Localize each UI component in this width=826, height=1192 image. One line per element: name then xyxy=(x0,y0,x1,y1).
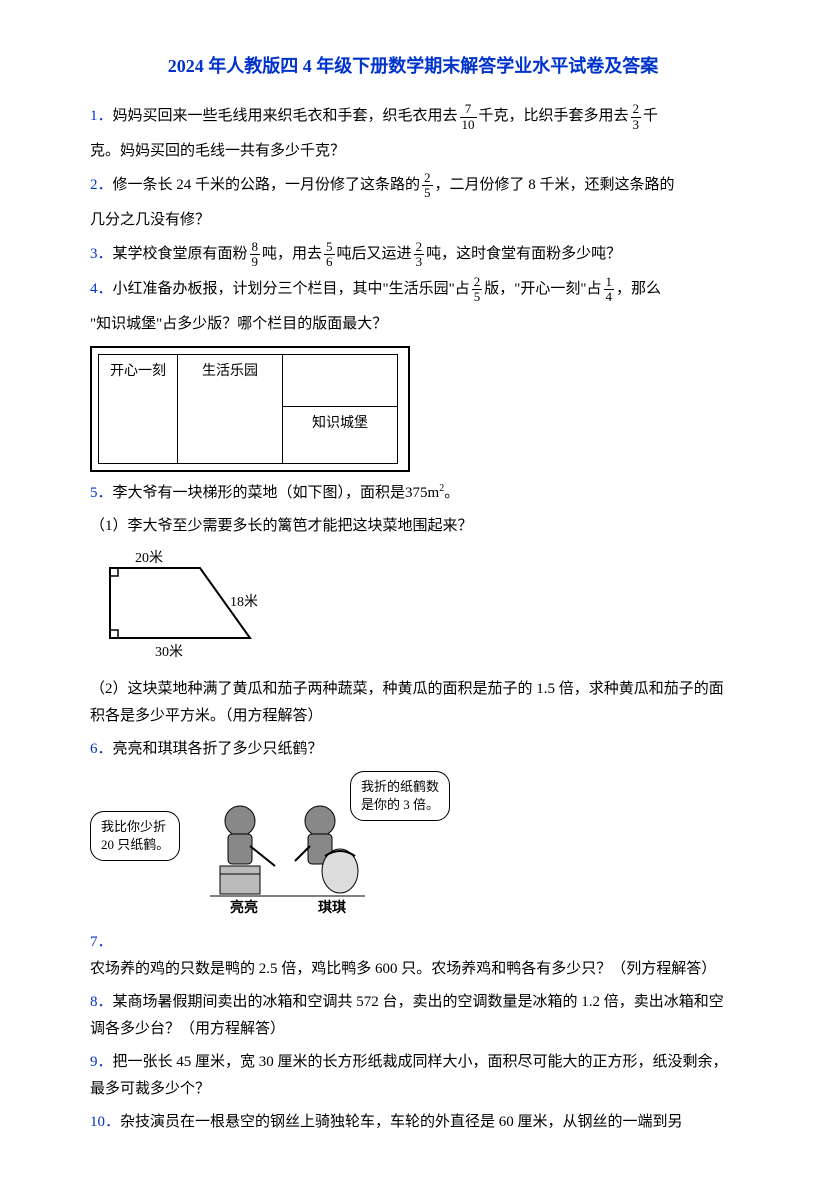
q3-text-b: 吨，用去 xyxy=(262,246,322,262)
box-kaixin: 开心一刻 xyxy=(98,354,178,464)
q3-text-d: 吨，这时食堂有面粉多少吨？ xyxy=(426,246,621,262)
question-8: 8．某商场暑假期间卖出的冰箱和空调共 572 台，卖出的空调数量是冰箱的 1.2… xyxy=(90,989,736,1043)
q6-num: 6． xyxy=(90,741,113,757)
q6-text-a: 亮亮和琪琪各折了多少只纸鹤？ xyxy=(113,741,323,757)
svg-text:18米: 18米 xyxy=(230,594,258,610)
question-5-sub1: （1）李大爷至少需要多长的篱笆才能把这块菜地围起来？ xyxy=(90,513,736,540)
q4-text-c: ，那么 xyxy=(616,281,661,297)
q3-frac3: 23 xyxy=(414,240,425,270)
q1-text-b: 千克，比织手套多用去 xyxy=(479,109,629,125)
q2-frac1: 25 xyxy=(422,171,433,201)
question-4b: "知识城堡"占多少版？哪个栏目的版面最大？ xyxy=(90,311,736,338)
name-qiqi: 琪琪 xyxy=(318,901,346,916)
q10-text: 杂技演员在一根悬空的钢丝上骑独轮车，车轮的外直径是 60 厘米，从钢丝的一端到另 xyxy=(120,1114,683,1130)
q1-frac1: 710 xyxy=(460,102,477,132)
box-zhishi: 知识城堡 xyxy=(283,406,398,464)
question-6: 6．亮亮和琪琪各折了多少只纸鹤？ xyxy=(90,736,736,763)
question-3: 3．某学校食堂原有面粉89吨，用去56吨后又运进23吨，这时食堂有面粉多少吨？ xyxy=(90,240,736,270)
question-1b: 克。妈妈买回的毛线一共有多少千克？ xyxy=(90,138,736,165)
q10-num: 10． xyxy=(90,1114,120,1130)
q5-text-a: 李大爷有一块梯形的菜地（如下图），面积是 xyxy=(113,485,406,501)
q7-text: 农场养的鸡的只数是鸭的 2.5 倍，鸡比鸭多 600 只。农场养鸡和鸭各有多少只… xyxy=(90,961,716,977)
box-shenghuo: 生活乐园 xyxy=(178,354,283,464)
q4-num: 4． xyxy=(90,281,113,297)
q1-num: 1． xyxy=(90,109,113,125)
q7-num: 7． xyxy=(90,934,113,950)
q4-frac2: 14 xyxy=(604,275,615,305)
speech-bubble-left: 我比你少折20 只纸鹤。 xyxy=(90,811,180,861)
question-4: 4．小红准备办板报，计划分三个栏目，其中"生活乐园"占25版，"开心一刻"占14… xyxy=(90,275,736,305)
q3-text-c: 吨后又运进 xyxy=(337,246,412,262)
q1-text-c: 千 xyxy=(643,109,658,125)
kids-names: 亮亮 琪琪 xyxy=(230,896,346,921)
q3-text-a: 某学校食堂原有面粉 xyxy=(113,246,248,262)
question-1: 1．妈妈买回来一些毛线用来织毛衣和手套，织毛衣用去710千克，比织手套多用去23… xyxy=(90,102,736,132)
q2-num: 2． xyxy=(90,177,113,193)
q4-text-b: 版，"开心一刻"占 xyxy=(484,281,601,297)
question-7: 7． 农场养的鸡的只数是鸭的 2.5 倍，鸡比鸭多 600 只。农场养鸡和鸭各有多… xyxy=(90,929,736,983)
q1-text-a: 妈妈买回来一些毛线用来织毛衣和手套，织毛衣用去 xyxy=(113,109,458,125)
q9-num: 9． xyxy=(90,1054,113,1070)
q3-frac1: 89 xyxy=(250,240,261,270)
question-5: 5．李大爷有一块梯形的菜地（如下图），面积是375m2。 xyxy=(90,480,736,507)
q4-frac1: 25 xyxy=(472,275,483,305)
q2-text-b: ，二月份修了 8 千米，还剩这条路的 xyxy=(435,177,675,193)
svg-text:30米: 30米 xyxy=(155,644,183,658)
name-liangliang: 亮亮 xyxy=(230,901,258,916)
q3-frac2: 56 xyxy=(324,240,335,270)
q5-text-b: 。 xyxy=(444,485,459,501)
question-10: 10．杂技演员在一根悬空的钢丝上骑独轮车，车轮的外直径是 60 厘米，从钢丝的一… xyxy=(90,1109,736,1136)
q5-area: 375m xyxy=(405,485,439,501)
q9-text: 把一张长 45 厘米，宽 30 厘米的长方形纸裁成同样大小，面积尽可能大的正方形… xyxy=(90,1054,728,1097)
q8-text: 某商场暑假期间卖出的冰箱和空调共 572 台，卖出的空调数量是冰箱的 1.2 倍… xyxy=(90,994,724,1037)
question-2b: 几分之几没有修？ xyxy=(90,207,736,234)
q8-num: 8． xyxy=(90,994,113,1010)
question-2: 2．修一条长 24 千米的公路，一月份修了这条路的25，二月份修了 8 千米，还… xyxy=(90,171,736,201)
q3-num: 3． xyxy=(90,246,113,262)
q4-diagram: 开心一刻 生活乐园 知识城堡 xyxy=(90,346,736,472)
q4-text-a: 小红准备办板报，计划分三个栏目，其中"生活乐园"占 xyxy=(113,281,470,297)
q5-trapezoid-diagram: 20米 18米 30米 xyxy=(90,548,736,668)
q6-diagram: 我比你少折20 只纸鹤。 我折的纸鹤数是你的 3 倍。 亮亮琪琪 xyxy=(90,771,470,921)
q1-frac2: 23 xyxy=(631,102,642,132)
q2-text-a: 修一条长 24 千米的公路，一月份修了这条路的 xyxy=(113,177,421,193)
exam-title: 2024 年人教版四 4 年级下册数学期末解答学业水平试卷及答案 xyxy=(90,50,736,82)
question-5-sub2: （2）这块菜地种满了黄瓜和茄子两种蔬菜，种黄瓜的面积是茄子的 1.5 倍，求种黄… xyxy=(90,676,736,730)
q5-num: 5． xyxy=(90,485,113,501)
question-9: 9．把一张长 45 厘米，宽 30 厘米的长方形纸裁成同样大小，面积尽可能大的正… xyxy=(90,1049,736,1103)
svg-text:20米: 20米 xyxy=(135,550,163,566)
